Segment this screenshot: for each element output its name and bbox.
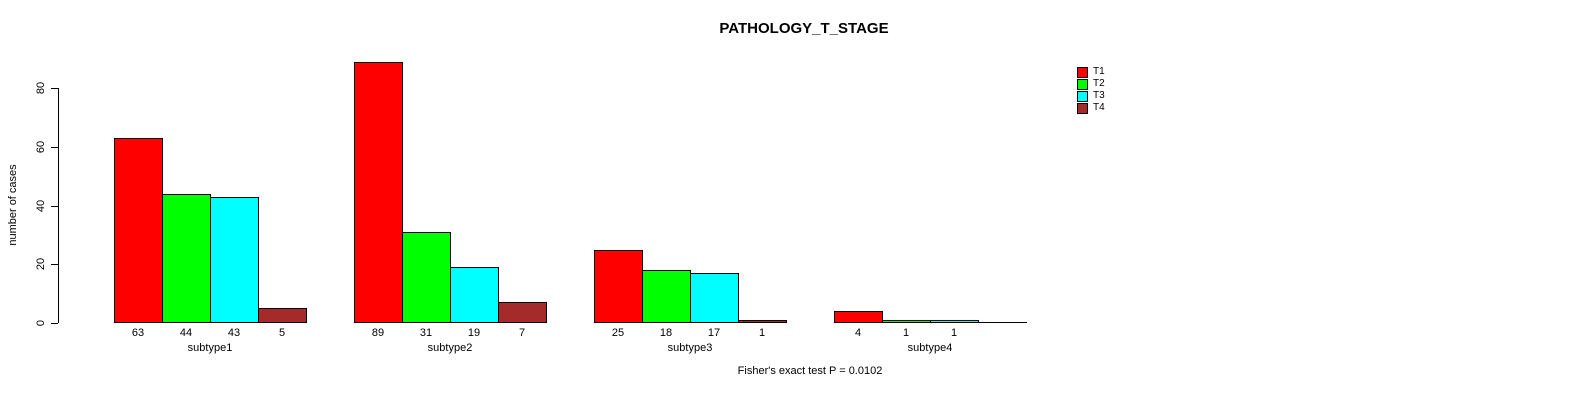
legend-label: T4	[1093, 102, 1105, 113]
bar-subtype3-T4	[738, 320, 787, 323]
bar-value-label: 44	[179, 327, 193, 339]
legend-item-T1: T1	[1077, 66, 1105, 78]
y-axis-tick	[51, 88, 58, 89]
y-axis-tick	[51, 147, 58, 148]
y-axis-tick	[51, 323, 58, 324]
legend-label: T3	[1093, 90, 1105, 101]
bar-value-label: 63	[131, 327, 145, 339]
y-axis-tick	[51, 264, 58, 265]
bar-subtype1-T2	[162, 194, 211, 323]
bar-subtype4-T4	[978, 322, 1027, 323]
bar-subtype2-T3	[450, 267, 499, 323]
y-axis-label: number of cases	[7, 164, 19, 246]
bar-subtype4-T3	[930, 320, 979, 323]
bar-value-label: 31	[419, 327, 433, 339]
bar-value-label: 1	[950, 327, 958, 339]
bar-value-label: 4	[854, 327, 862, 339]
y-axis-tick-label: 60	[35, 140, 47, 154]
bar-subtype2-T2	[402, 232, 451, 323]
bar-value-label: 89	[371, 327, 385, 339]
legend-label: T1	[1093, 66, 1105, 77]
y-axis-tick-label: 0	[35, 319, 47, 327]
legend-item-T2: T2	[1077, 78, 1105, 90]
bar-subtype4-T2	[882, 320, 931, 323]
y-axis-tick-label: 20	[35, 257, 47, 271]
bar-subtype2-T4	[498, 302, 547, 323]
category-label-subtype1: subtype1	[187, 342, 233, 354]
legend-swatch-icon	[1077, 90, 1088, 102]
legend-item-T3: T3	[1077, 90, 1105, 102]
bar-subtype1-T1	[114, 138, 163, 323]
statistical-test-annotation: Fisher's exact test P = 0.0102	[737, 365, 883, 377]
bar-subtype2-T1	[354, 62, 403, 323]
bar-value-label: 43	[227, 327, 241, 339]
legend-item-T4: T4	[1077, 102, 1105, 114]
bar-subtype3-T1	[594, 250, 643, 323]
bar-subtype4-T1	[834, 311, 883, 323]
legend: T1 T2 T3 T4	[1077, 66, 1105, 114]
legend-swatch-icon	[1077, 66, 1088, 78]
bar-value-label: 1	[758, 327, 766, 339]
bar-value-label: 17	[707, 327, 721, 339]
y-axis-tick-label: 40	[35, 199, 47, 213]
legend-swatch-icon	[1077, 102, 1088, 114]
bar-value-label: 25	[611, 327, 625, 339]
y-axis-tick-label: 80	[35, 81, 47, 95]
chart-title: PATHOLOGY_T_STAGE	[719, 20, 889, 37]
bar-subtype1-T4	[258, 308, 307, 323]
legend-label: T2	[1093, 78, 1105, 89]
bar-value-label: 19	[467, 327, 481, 339]
category-label-subtype2: subtype2	[427, 342, 473, 354]
category-label-subtype4: subtype4	[907, 342, 953, 354]
bar-subtype3-T2	[642, 270, 691, 323]
bar-value-label: 7	[518, 327, 526, 339]
bar-value-label: 1	[902, 327, 910, 339]
bar-subtype1-T3	[210, 197, 259, 323]
category-label-subtype3: subtype3	[667, 342, 713, 354]
y-axis	[58, 88, 59, 323]
bar-value-label: 5	[278, 327, 286, 339]
bar-value-label: 18	[659, 327, 673, 339]
bar-subtype3-T3	[690, 273, 739, 323]
y-axis-tick	[51, 206, 58, 207]
legend-swatch-icon	[1077, 78, 1088, 90]
